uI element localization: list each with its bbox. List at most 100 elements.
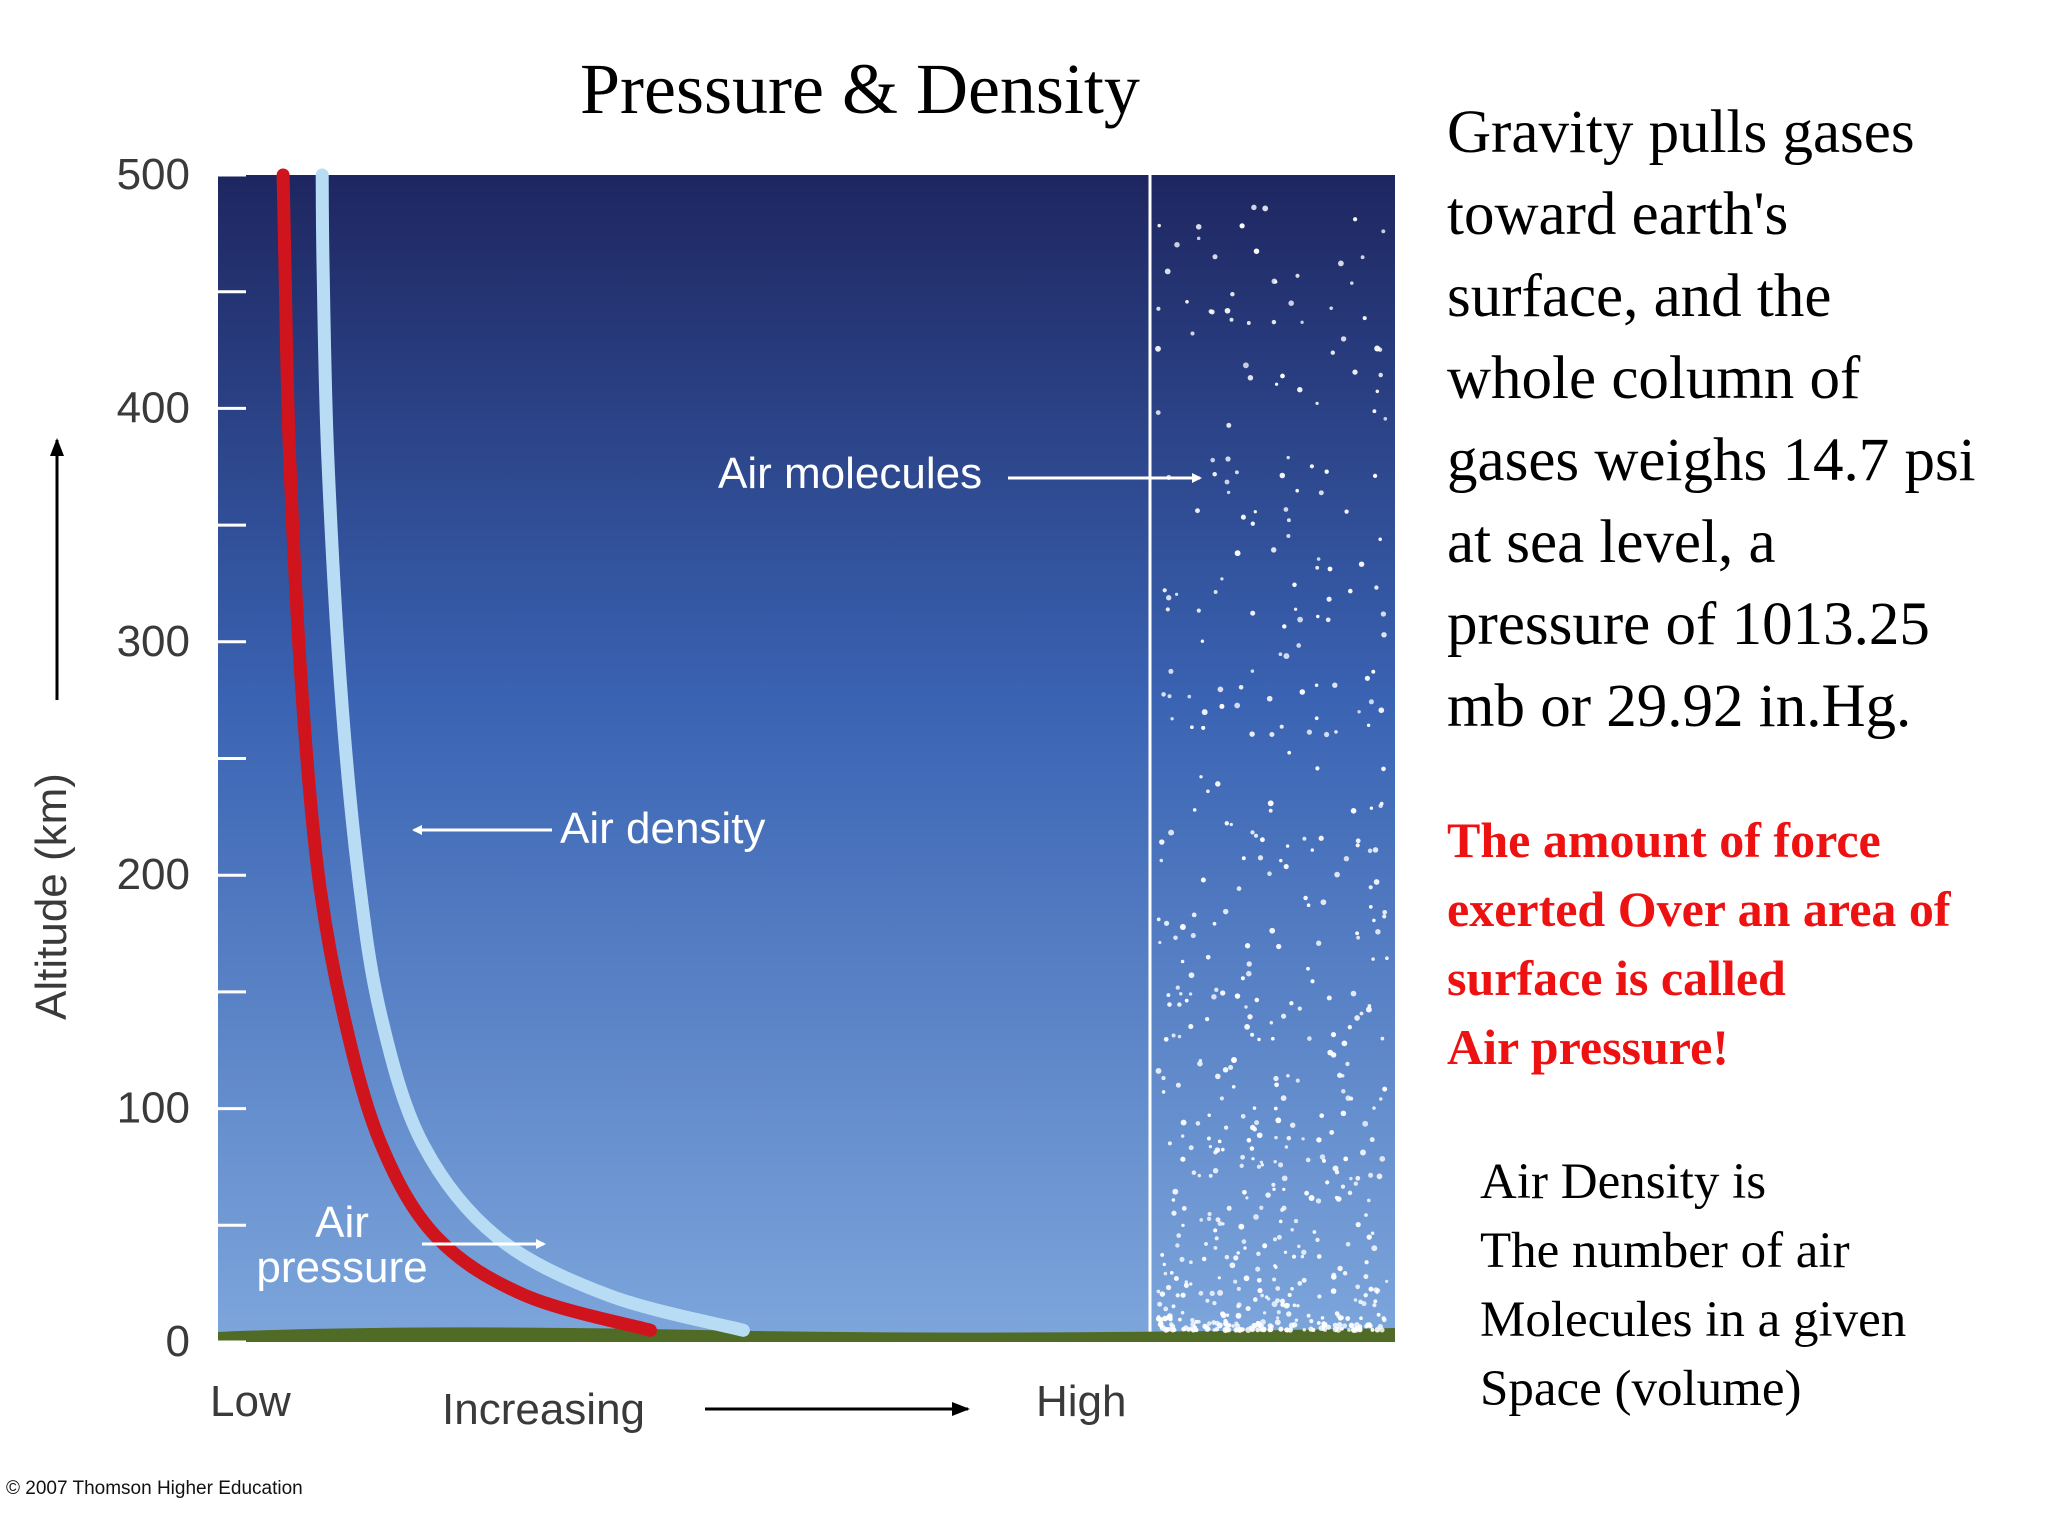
air-molecule: [1214, 1147, 1221, 1153]
air-molecule: [1249, 1146, 1255, 1151]
air-molecule: [1183, 1282, 1189, 1288]
air-molecule: [1303, 895, 1308, 901]
air-molecule: [1171, 1210, 1177, 1216]
air-molecule: [1368, 905, 1373, 909]
air-molecule: [1306, 903, 1311, 908]
air-molecule: [1187, 694, 1192, 699]
air-molecule: [1190, 1318, 1195, 1323]
air-molecule: [1381, 229, 1386, 234]
air-molecule: [1171, 1198, 1176, 1202]
air-molecule: [1357, 710, 1361, 714]
air-molecule: [1332, 1165, 1339, 1172]
air-molecule: [1262, 1243, 1268, 1249]
air-molecule: [1293, 607, 1298, 611]
air-molecule: [1371, 957, 1375, 961]
air-molecule: [1220, 577, 1224, 581]
air-molecule: [1217, 1276, 1221, 1280]
text-line: surface is called: [1447, 950, 1786, 1006]
air-molecule: [1306, 1313, 1311, 1318]
air-molecule: [1309, 464, 1314, 469]
air-molecule: [1315, 1237, 1320, 1243]
air-molecule: [1234, 702, 1241, 709]
x-label-high: High: [1036, 1377, 1127, 1426]
air-molecule: [1371, 669, 1376, 674]
air-molecule: [1354, 1015, 1360, 1021]
gravity-paragraph: Gravity pulls gases toward earth's surfa…: [1447, 92, 2047, 748]
air-molecule: [1319, 1154, 1326, 1160]
air-molecule: [1374, 585, 1379, 590]
air-molecule: [1238, 685, 1244, 690]
air-molecule: [1344, 509, 1349, 514]
air-molecule: [1173, 935, 1178, 941]
air-molecule: [1220, 1311, 1226, 1317]
air-molecule: [1362, 316, 1367, 321]
air-molecule: [1210, 457, 1215, 463]
air-molecule: [1213, 1245, 1218, 1250]
air-molecule: [1215, 781, 1221, 787]
air-molecule: [1208, 1173, 1213, 1178]
curves: [276, 168, 750, 1337]
air-molecule: [1208, 1144, 1213, 1149]
air-molecule: [1294, 1318, 1299, 1322]
air-molecule: [1360, 1149, 1366, 1156]
air-molecule: [1257, 855, 1264, 861]
air-molecule: [1271, 1182, 1276, 1187]
air-molecule: [1286, 1135, 1292, 1141]
air-molecule: [1234, 993, 1241, 999]
air-molecule: [1180, 1310, 1185, 1315]
air-density-curve: [315, 168, 750, 1337]
air-molecule: [1318, 490, 1324, 496]
air-molecule: [1255, 1266, 1261, 1272]
air-molecule: [1224, 821, 1229, 826]
air-molecule: [1172, 1328, 1177, 1332]
air-molecule: [1355, 843, 1360, 848]
air-molecule: [1250, 1032, 1255, 1037]
y-axis-label: Altitude (km): [27, 773, 76, 1020]
air-molecule: [1334, 1311, 1340, 1316]
air-molecule: [1166, 1326, 1171, 1332]
air-molecule: [1271, 319, 1277, 325]
air-molecule: [1219, 703, 1225, 709]
air-molecule: [1197, 1060, 1203, 1067]
air-molecule: [1345, 1061, 1350, 1067]
air-molecule: [1379, 1097, 1383, 1101]
air-molecule: [1228, 1065, 1234, 1070]
air-molecule: [1352, 369, 1358, 375]
air-molecule: [1200, 877, 1206, 883]
air-molecule: [1385, 956, 1389, 961]
air-molecule: [1289, 1001, 1294, 1006]
air-molecule: [1372, 409, 1377, 414]
air-molecule: [1224, 307, 1231, 314]
air-molecule: [1219, 1096, 1224, 1101]
air-molecule: [1278, 1162, 1284, 1168]
air-molecule: [1382, 1317, 1387, 1323]
air-molecule: [1278, 652, 1283, 656]
air-molecule: [1220, 1147, 1225, 1152]
air-molecule: [1361, 1301, 1367, 1307]
air-molecule: [1334, 1195, 1339, 1200]
air-molecule: [1161, 692, 1166, 697]
air-molecule: [1373, 879, 1380, 885]
air-molecule: [1385, 1279, 1389, 1284]
air-molecule: [1206, 1216, 1212, 1221]
air-molecule: [1318, 835, 1324, 841]
air-molecule: [1216, 1322, 1223, 1329]
air-molecule: [1162, 1315, 1168, 1322]
air-molecule: [1156, 306, 1161, 311]
air-molecule: [1330, 1274, 1337, 1280]
air-molecule: [1270, 1036, 1275, 1041]
air-molecule: [1295, 488, 1299, 493]
air-molecule: [1276, 943, 1282, 950]
air-molecule: [1262, 205, 1269, 212]
air-molecule: [1317, 1294, 1322, 1299]
air-molecule: [1326, 596, 1332, 602]
air-molecule: [1349, 1096, 1354, 1101]
air-molecule: [1315, 565, 1320, 570]
air-molecule: [1254, 1120, 1260, 1126]
air-molecule: [1334, 1169, 1340, 1175]
air-molecule: [1274, 1135, 1278, 1140]
air-molecule: [1323, 1327, 1328, 1332]
air-molecule: [1368, 699, 1374, 705]
air-molecule: [1350, 281, 1354, 285]
